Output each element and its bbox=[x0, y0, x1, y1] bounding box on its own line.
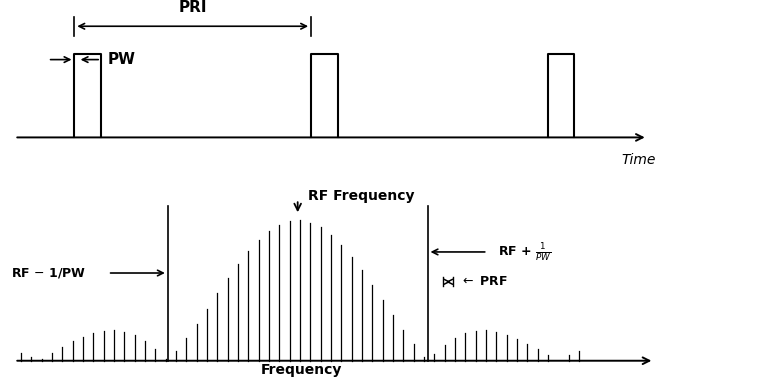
Text: RF Frequency: RF Frequency bbox=[308, 189, 414, 203]
Text: PW: PW bbox=[108, 52, 136, 67]
Text: RF $-$ 1/PW: RF $-$ 1/PW bbox=[11, 266, 86, 280]
Text: RF + $\frac{1}{PW}$: RF + $\frac{1}{PW}$ bbox=[498, 241, 551, 263]
Text: Frequency: Frequency bbox=[260, 362, 342, 376]
Text: $\leftarrow$ PRF: $\leftarrow$ PRF bbox=[460, 275, 508, 288]
Text: PRI: PRI bbox=[178, 0, 207, 15]
Text: Time: Time bbox=[621, 152, 656, 167]
